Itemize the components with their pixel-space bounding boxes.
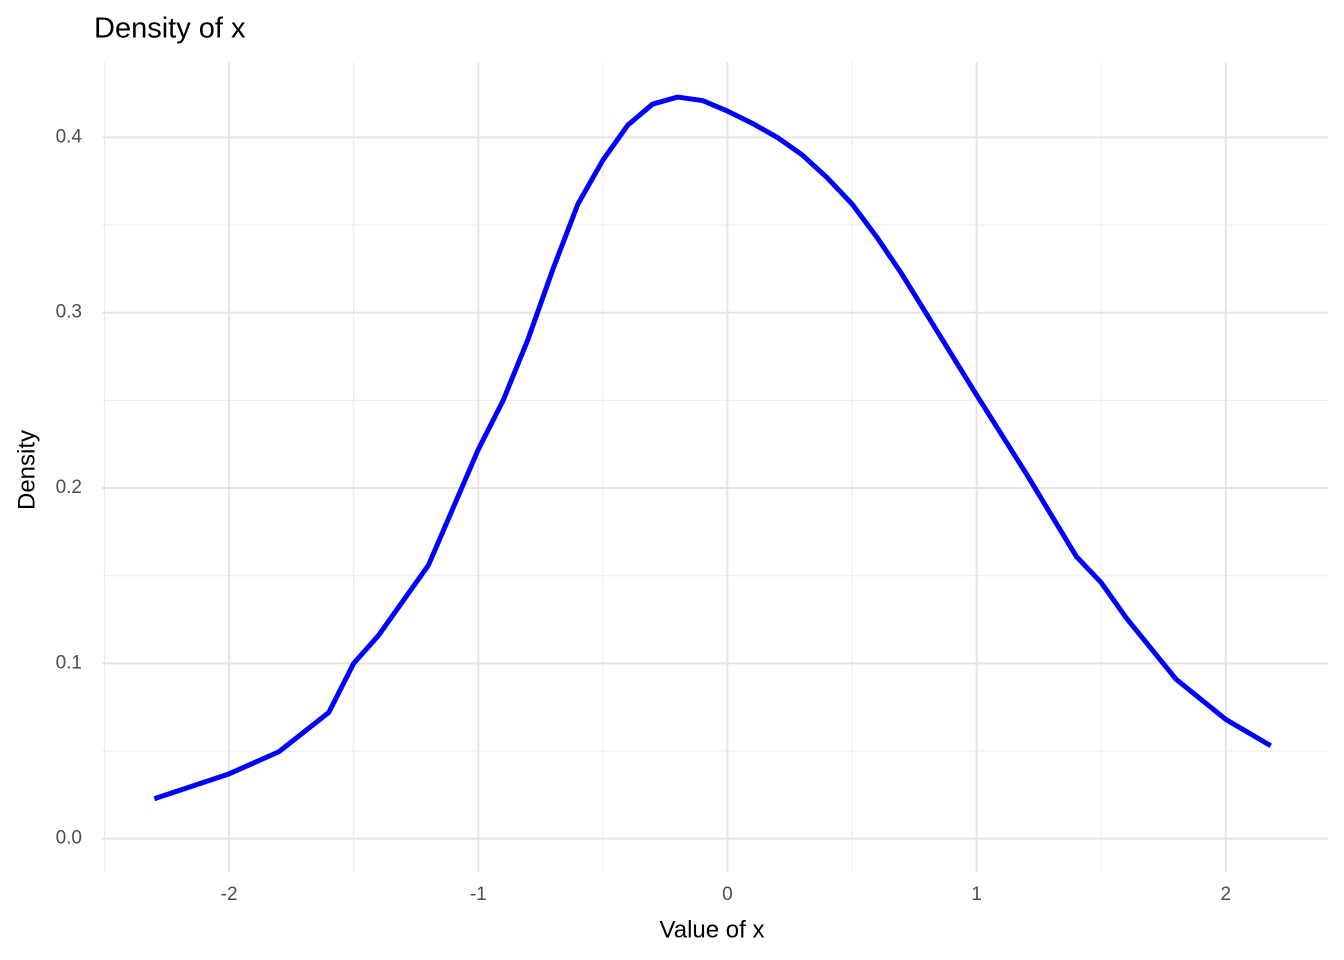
- y-tick-label: 0.0: [56, 828, 82, 849]
- x-tick-label: -1: [470, 884, 487, 905]
- density-line: [153, 94, 1272, 802]
- y-tick-label: 0.3: [56, 302, 82, 323]
- x-tick-label: -2: [221, 884, 238, 905]
- y-tick-label: 0.2: [56, 477, 82, 498]
- chart-title: Density of x: [94, 13, 246, 45]
- y-axis-label: Density: [13, 430, 40, 510]
- x-tick-label: 2: [1221, 884, 1232, 905]
- x-axis-label: Value of x: [660, 916, 765, 943]
- x-tick-label: 0: [722, 884, 733, 905]
- x-tick-label: 1: [971, 884, 982, 905]
- y-tick-label: 0.4: [56, 126, 83, 147]
- y-tick-label: 0.1: [56, 652, 82, 673]
